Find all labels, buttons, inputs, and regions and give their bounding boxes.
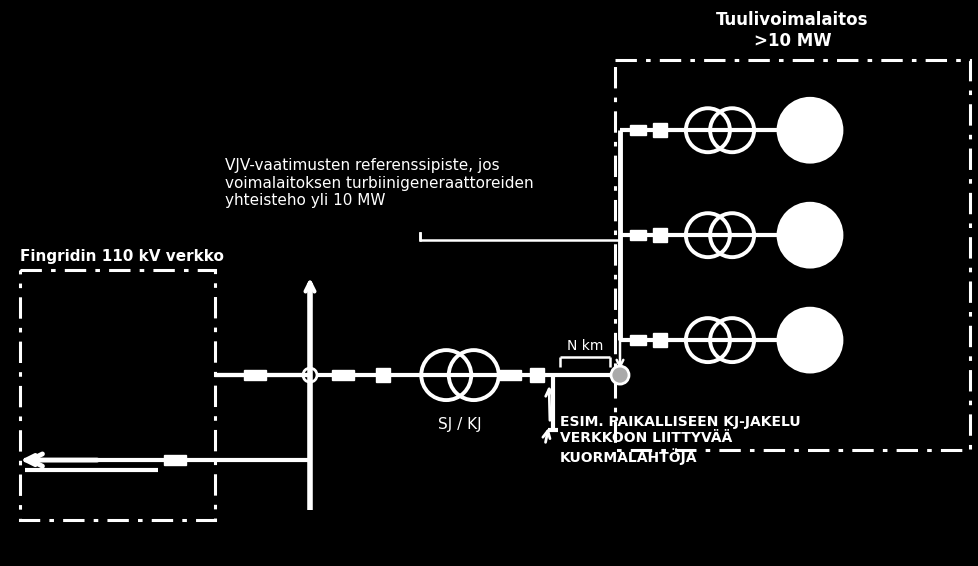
Bar — [20, 270, 215, 520]
Circle shape — [778, 98, 841, 162]
Bar — [652, 123, 666, 137]
Bar — [630, 230, 645, 240]
Bar — [614, 60, 969, 450]
Text: N km: N km — [566, 339, 602, 353]
Text: SJ / KJ: SJ / KJ — [438, 417, 481, 432]
Bar — [630, 125, 645, 135]
Bar — [499, 370, 520, 380]
Bar — [630, 335, 645, 345]
Circle shape — [778, 308, 841, 372]
Circle shape — [610, 366, 628, 384]
Text: VJV-vaatimusten referenssipiste, jos
voimalaitoksen turbiinigeneraattoreiden
yht: VJV-vaatimusten referenssipiste, jos voi… — [225, 158, 533, 208]
Text: Fingridin 110 kV verkko: Fingridin 110 kV verkko — [20, 249, 224, 264]
Bar — [244, 370, 266, 380]
Text: Tuulivoimalaitos
>10 MW: Tuulivoimalaitos >10 MW — [716, 11, 867, 50]
Bar — [332, 370, 354, 380]
Circle shape — [778, 203, 841, 267]
Bar — [652, 333, 666, 347]
Text: ESIM. PAIKALLISEEN KJ-JAKELU
VERKKOON LIITTYVÄÄ
KUORMALÄHTÖJÄ: ESIM. PAIKALLISEEN KJ-JAKELU VERKKOON LI… — [559, 415, 800, 465]
Bar — [529, 368, 544, 382]
Bar — [376, 368, 389, 382]
Bar — [652, 228, 666, 242]
Bar — [164, 455, 186, 465]
